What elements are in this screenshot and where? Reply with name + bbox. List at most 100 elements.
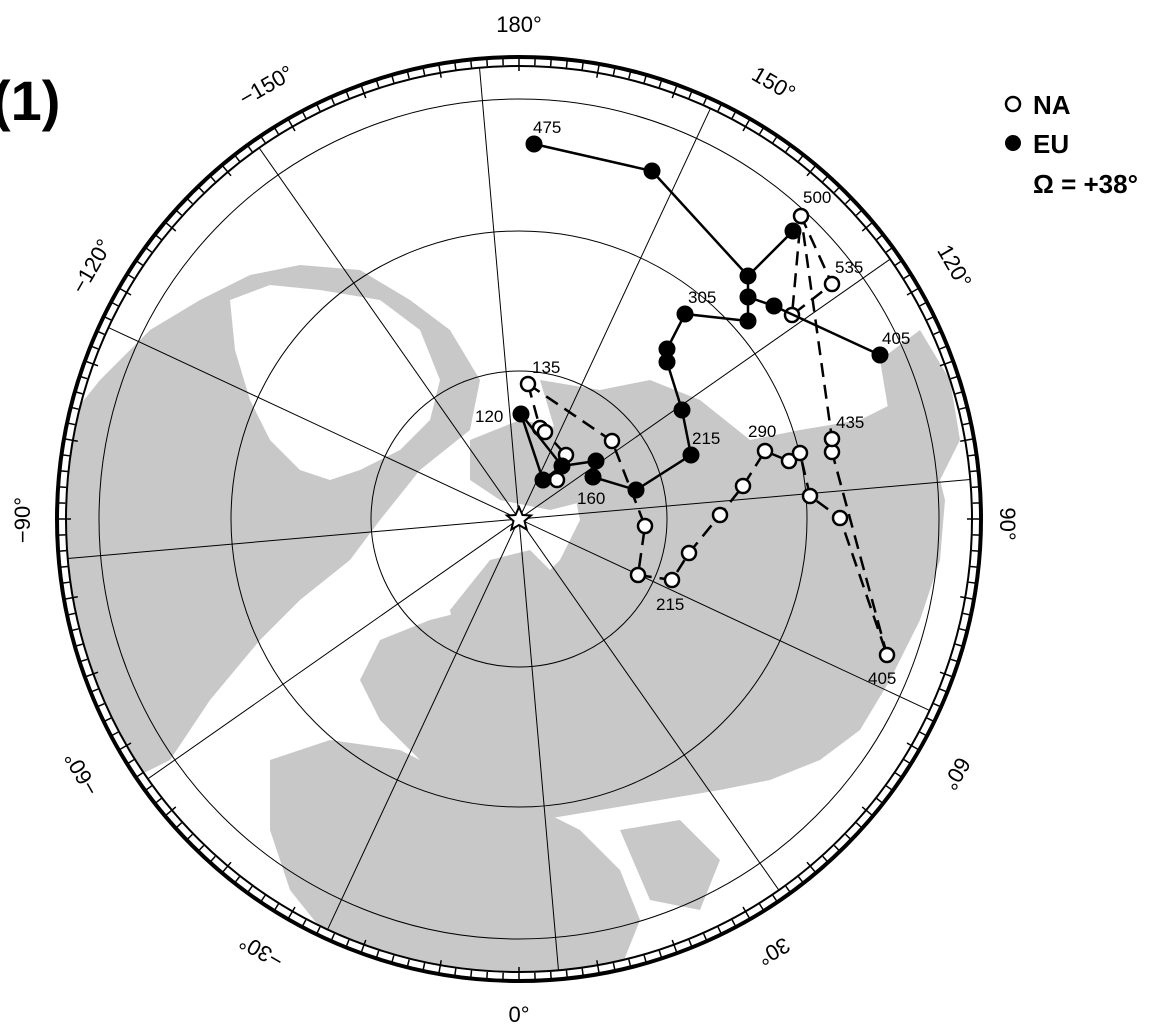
na-point (791, 444, 809, 462)
frame-tick (118, 742, 132, 751)
lon-label-60: 60° (937, 753, 975, 794)
frame-tick (950, 375, 959, 380)
na-point (823, 430, 841, 448)
frame-tick (926, 315, 935, 321)
frame-tick (628, 959, 632, 968)
frame-tick (486, 971, 489, 980)
frame-tick (469, 970, 473, 979)
frame-tick (876, 233, 884, 241)
frame-tick (658, 950, 663, 959)
frame-tick (565, 970, 569, 979)
frame-tick (960, 596, 975, 600)
frame-tick (287, 118, 296, 132)
lon-label-90: 90° (995, 507, 1020, 540)
frame-tick (110, 731, 119, 737)
frame-tick (628, 70, 632, 79)
frame-tick (565, 59, 569, 68)
frame-tick (63, 596, 78, 600)
eu-point (765, 297, 783, 315)
frame-tick (360, 939, 367, 954)
frame-tick (970, 469, 979, 473)
eu-point (784, 222, 802, 240)
frame-tick (861, 806, 874, 817)
frame-tick (260, 894, 266, 903)
eu-point (587, 452, 605, 470)
na-point (663, 571, 681, 589)
na-point (734, 477, 752, 495)
frame-tick (469, 59, 473, 68)
graticule (67, 67, 971, 971)
frame-tick (287, 906, 296, 920)
frame-tick (855, 209, 863, 216)
frame-tick (731, 919, 737, 928)
frame-tick (79, 658, 88, 663)
landmass-east-asia (880, 330, 960, 480)
frame-tick (406, 70, 410, 79)
frame-tick (933, 330, 942, 336)
eu-age-label-475: 475 (533, 118, 561, 137)
frame-tick (688, 90, 693, 99)
frame-tick (61, 581, 70, 585)
frame-tick (96, 702, 105, 708)
frame-tick (438, 63, 442, 78)
na-point (831, 509, 849, 527)
frame-tick (66, 422, 76, 426)
frame-tick (549, 58, 552, 67)
star-icon (504, 504, 534, 532)
frame-tick (118, 287, 132, 296)
frame-tick (939, 671, 954, 678)
frame-tick (731, 110, 737, 119)
frame-tick (197, 186, 205, 193)
frame-tick (785, 144, 792, 153)
frame-tick (833, 845, 841, 852)
frame-tick (84, 671, 99, 678)
frame-tick (438, 960, 442, 975)
frame-tick (885, 246, 894, 253)
frame-tick (717, 103, 723, 112)
frame-tick (70, 628, 79, 632)
frame-tick (84, 360, 99, 367)
frame-tick (894, 772, 903, 778)
frame-tick (906, 742, 920, 751)
frame-tick (175, 209, 183, 216)
eu-age-label-215: 215 (692, 429, 720, 448)
eu-point (871, 346, 889, 364)
frame-tick (806, 164, 817, 177)
frame-tick (822, 175, 829, 183)
na-point (629, 566, 647, 584)
frame-tick (390, 74, 395, 83)
frame-tick (209, 855, 216, 863)
frame-tick (772, 894, 778, 903)
eu-age-label-120: 120 (475, 407, 503, 426)
frame-tick (345, 90, 350, 99)
frame-tick (968, 581, 977, 585)
frame-tick (390, 955, 395, 964)
eu-point (739, 288, 757, 306)
frame-tick (758, 903, 765, 912)
frame-tick (962, 422, 972, 426)
na-age-label-500: 500 (803, 188, 831, 207)
na-point (680, 544, 698, 562)
frame-tick (360, 84, 367, 99)
map-frame (55, 55, 983, 983)
frame-tick (549, 971, 552, 980)
frame-tick (260, 135, 266, 144)
frame-tick (164, 221, 177, 232)
legend-filled-circle-icon (1005, 135, 1021, 151)
eu-age-label-160: 160 (577, 489, 605, 508)
frame-tick (959, 406, 968, 410)
track-na-points (519, 207, 896, 664)
frame-tick (845, 197, 852, 205)
frame-tick (596, 960, 600, 975)
na-age-label-135: 135 (532, 358, 560, 377)
frame-tick (186, 833, 193, 841)
na-point (603, 432, 621, 450)
frame-tick (876, 797, 884, 805)
na-point (711, 506, 729, 524)
eu-point (553, 457, 571, 475)
frame-tick (968, 453, 977, 457)
eu-point (627, 481, 645, 499)
lon-label-neg120: −120° (66, 235, 117, 298)
eu-age-label-305: 305 (688, 288, 716, 307)
